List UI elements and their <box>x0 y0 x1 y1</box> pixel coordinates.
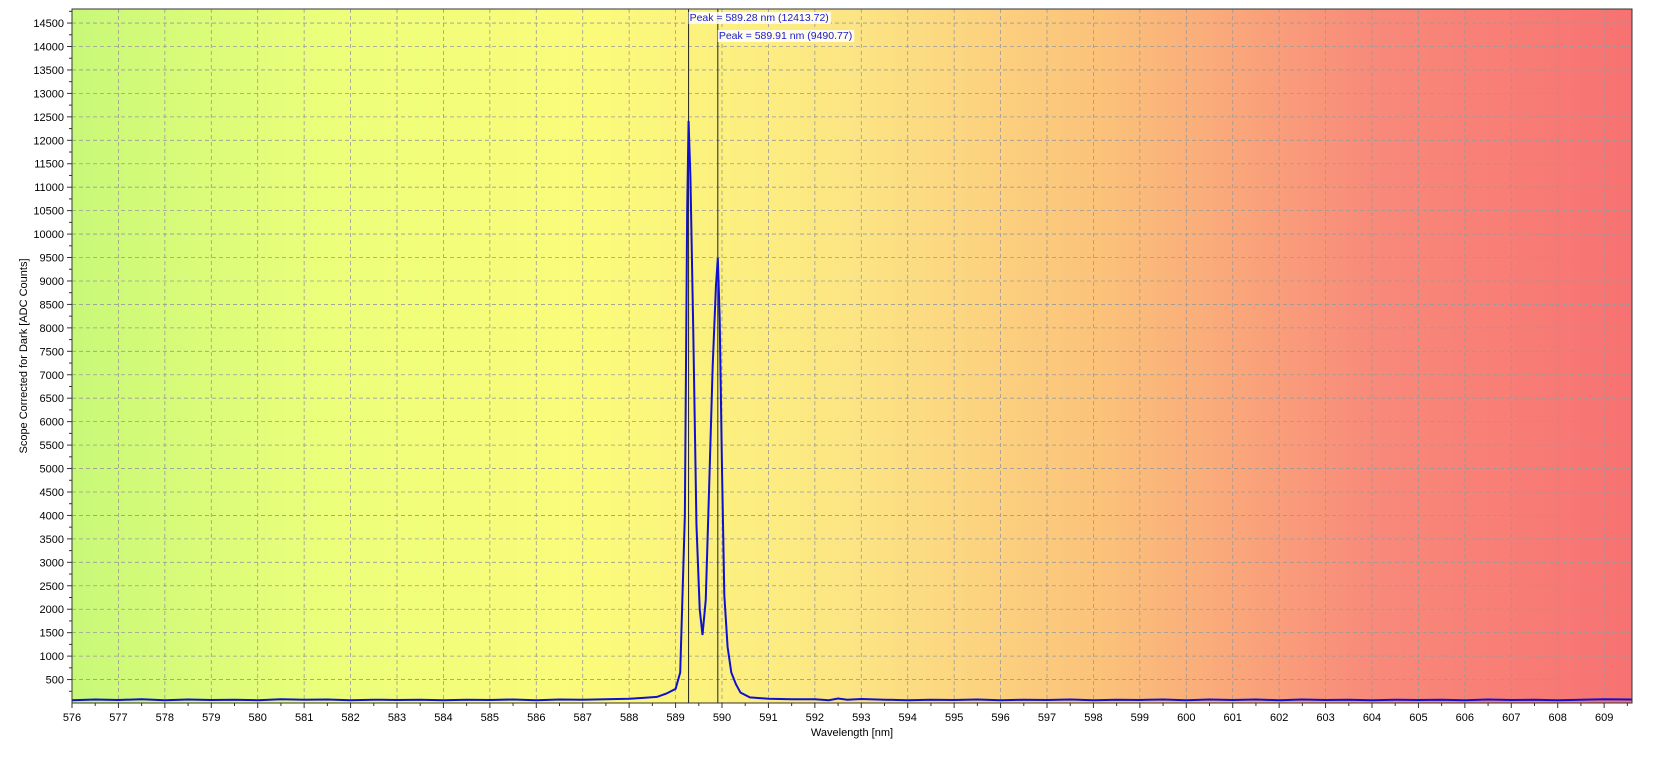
x-tick-label: 581 <box>295 712 313 724</box>
y-tick-label: 7000 <box>40 370 64 382</box>
y-axis: 500 1000 1500 2000 2500 3000 3500 4000 4500 5000 5… <box>33 10 72 692</box>
series-line <box>71 120 1633 702</box>
x-tick-label: 604 <box>1363 712 1381 724</box>
y-tick-label: 3000 <box>40 557 64 569</box>
y-tick-label: 1500 <box>40 628 64 640</box>
x-tick-label: 607 <box>1502 712 1520 724</box>
x-tick-label: 595 <box>945 712 963 724</box>
y-tick-label: 2000 <box>40 604 64 616</box>
peak-label-background <box>688 12 831 24</box>
y-tick-label: 10000 <box>33 229 64 241</box>
x-tick-label: 586 <box>527 712 545 724</box>
y-tick-label: 12500 <box>33 112 64 124</box>
x-tick-label: 601 <box>1224 712 1242 724</box>
y-tick-label: 11000 <box>34 182 64 194</box>
y-tick-label: 13000 <box>33 88 64 100</box>
x-tick-label: 592 <box>806 712 824 724</box>
x-tick-label: 609 <box>1595 712 1613 724</box>
x-tick-label: 583 <box>388 712 406 724</box>
x-tick-label: 590 <box>713 712 731 724</box>
x-tick-label: 577 <box>109 712 127 724</box>
x-tick-label: 591 <box>759 712 777 724</box>
plot-frame <box>71 8 1633 704</box>
x-tick-label: 585 <box>481 712 499 724</box>
plot-background <box>72 9 1632 703</box>
grid-lines <box>71 9 1632 703</box>
x-tick-label: 587 <box>574 712 592 724</box>
y-tick-label: 1000 <box>40 651 64 663</box>
y-tick-label: 7500 <box>40 346 64 358</box>
y-tick-label: 9500 <box>40 253 64 265</box>
y-tick-label: 2500 <box>40 581 64 593</box>
x-tick-label: 582 <box>341 712 359 724</box>
y-axis-title: Scope Corrected for Dark [ADC Counts] <box>18 258 30 453</box>
y-tick-label: 14500 <box>33 18 64 30</box>
y-tick-label: 6500 <box>40 393 64 405</box>
x-tick-label: 603 <box>1316 712 1334 724</box>
peak-label-text: Peak = 589.28 nm (12413.72) <box>690 12 829 24</box>
x-tick-label: 580 <box>249 712 267 724</box>
x-axis: 576 577 578 579 580 581 582 583 584 585 586 587 588 5… <box>63 703 1628 724</box>
x-tick-label: 606 <box>1456 712 1474 724</box>
x-tick-label: 596 <box>991 712 1009 724</box>
x-axis-title: Wavelength [nm] <box>811 727 893 739</box>
peak-label: Peak = 589.91 nm (9490.77) <box>717 30 855 42</box>
x-tick-label: 597 <box>1038 712 1056 724</box>
y-tick-label: 9000 <box>40 276 64 288</box>
peak-label-background <box>717 30 855 42</box>
y-tick-label: 4000 <box>40 510 64 522</box>
y-tick-label: 8000 <box>40 323 64 335</box>
y-tick-label: 12000 <box>33 135 64 147</box>
x-tick-label: 600 <box>1177 712 1195 724</box>
y-tick-label: 14000 <box>33 42 64 54</box>
x-tick-label: 578 <box>156 712 174 724</box>
y-tick-label: 5500 <box>40 440 64 452</box>
y-tick-label: 8500 <box>40 299 64 311</box>
x-tick-label: 599 <box>1131 712 1149 724</box>
y-tick-label: 4500 <box>40 487 64 499</box>
y-tick-label: 500 <box>46 675 64 687</box>
y-tick-label: 5000 <box>40 464 64 476</box>
x-tick-label: 576 <box>63 712 81 724</box>
peak-label: Peak = 589.28 nm (12413.72) <box>688 12 831 24</box>
y-tick-label: 13500 <box>33 65 64 77</box>
y-tick-label: 11500 <box>34 159 64 171</box>
x-tick-label: 588 <box>620 712 638 724</box>
peak-labels: Peak = 589.28 nm (12413.72) Peak = 589.91… <box>688 12 855 42</box>
peak-label-text: Peak = 589.91 nm (9490.77) <box>719 30 852 42</box>
x-tick-label: 579 <box>202 712 220 724</box>
x-tick-label: 584 <box>434 712 452 724</box>
x-tick-label: 598 <box>1084 712 1102 724</box>
y-tick-label: 3500 <box>40 534 64 546</box>
y-tick-label: 6000 <box>40 417 64 429</box>
x-tick-label: 594 <box>899 712 917 724</box>
x-tick-label: 605 <box>1409 712 1427 724</box>
x-tick-label: 593 <box>852 712 870 724</box>
x-tick-label: 602 <box>1270 712 1288 724</box>
x-tick-label: 589 <box>666 712 684 724</box>
x-tick-label: 608 <box>1549 712 1567 724</box>
y-tick-label: 10500 <box>33 206 64 218</box>
